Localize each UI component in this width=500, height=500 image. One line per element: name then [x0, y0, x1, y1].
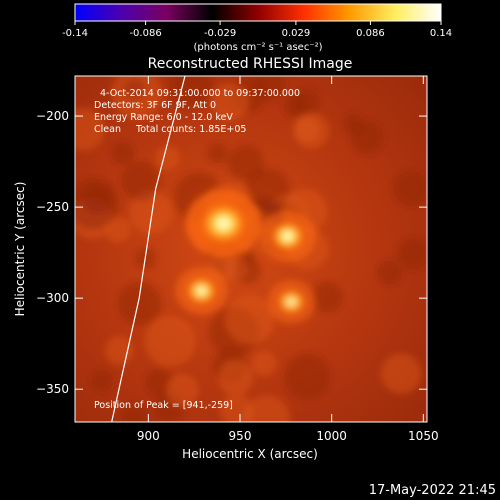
- texture-blob: [128, 190, 173, 234]
- texture-blob: [393, 170, 427, 207]
- solar-limb-curve: [111, 76, 186, 422]
- texture-blob: [91, 369, 114, 392]
- texture-blob: [218, 360, 254, 396]
- texture-blob: [121, 403, 149, 422]
- y-tick-label: −350: [36, 382, 69, 396]
- peak-position-label: Position of Peak = [941,-259]: [94, 400, 233, 411]
- texture-blob: [75, 108, 105, 151]
- plot-frame: [74, 75, 428, 423]
- texture-blob: [211, 83, 249, 121]
- texture-blob: [311, 281, 344, 313]
- x-axis: 900 950 1000 1050: [137, 76, 439, 443]
- colorbar-tick-label: 0.029: [282, 28, 311, 39]
- emission-sources: [175, 189, 317, 324]
- colorbar-gradient: [74, 3, 442, 22]
- x-tick-label: 1050: [408, 429, 439, 443]
- texture-blob: [396, 237, 427, 271]
- x-tick-label: 950: [229, 429, 252, 443]
- texture-blob: [144, 315, 196, 367]
- x-tick-label: 1000: [316, 429, 347, 443]
- texture-blob: [111, 142, 135, 165]
- annotation-energy: Energy Range: 6.0 - 12.0 keV: [94, 112, 233, 123]
- colorbar-tick-label: -0.086: [129, 28, 161, 39]
- y-tick-label: −300: [36, 291, 69, 305]
- y-tick-label: −200: [36, 109, 69, 123]
- texture-blob: [225, 294, 275, 344]
- colorbar-unit-label: (photons cm⁻² s⁻¹ asec⁻²): [193, 42, 322, 53]
- y-axis-label: Heliocentric Y (arcsec): [13, 182, 27, 317]
- colorbar-ticks: -0.14 -0.086 -0.029 0.029 0.086 0.14: [62, 21, 452, 39]
- texture-blob: [381, 353, 422, 394]
- texture-blob: [294, 116, 320, 143]
- texture-blob: [155, 145, 181, 171]
- render-timestamp: 17-May-2022 21:45: [369, 483, 496, 498]
- texture-blob: [169, 76, 214, 108]
- colorbar-tick-label: -0.14: [62, 28, 88, 39]
- texture-blob: [227, 144, 264, 181]
- annotation-counts: Clean Total counts: 1.85E+05: [94, 124, 246, 135]
- texture-blob: [120, 161, 161, 201]
- texture-blob: [207, 142, 229, 164]
- emission-source: [197, 200, 250, 247]
- x-tick-label: 900: [137, 429, 160, 443]
- texture-blob: [124, 78, 145, 100]
- texture-blob: [377, 260, 403, 286]
- annotation-detectors: Detectors: 3F 6F 9F, Att 0: [94, 100, 216, 111]
- texture-blob: [243, 395, 291, 422]
- texture-blob: [145, 368, 173, 396]
- annotation-block: 4-Oct-2014 09:31:00.000 to 09:37:00.000 …: [94, 88, 300, 135]
- emission-source: [268, 219, 307, 254]
- emission-source: [184, 275, 219, 307]
- texture-blob: [350, 121, 384, 155]
- annotation-time: 4-Oct-2014 09:31:00.000 to 09:37:00.000: [100, 88, 300, 99]
- texture-blob: [117, 281, 162, 326]
- texture-blob: [282, 94, 307, 118]
- texture-blob: [104, 336, 134, 365]
- texture-blob: [223, 255, 248, 280]
- chart-title: Reconstructed RHESSI Image: [148, 56, 353, 72]
- y-tick-label: −250: [36, 200, 69, 214]
- colorbar-tick-label: 0.086: [356, 28, 385, 39]
- emission-source: [275, 287, 308, 316]
- texture-blob: [75, 177, 120, 230]
- x-axis-label: Heliocentric X (arcsec): [182, 447, 318, 461]
- texture-blob: [166, 373, 199, 407]
- plot-area: [75, 76, 427, 422]
- y-axis: −200 −250 −300 −350: [36, 109, 427, 396]
- texture-blob: [251, 351, 277, 376]
- colorbar-tick-label: -0.029: [204, 28, 236, 39]
- colorbar: -0.14 -0.086 -0.029 0.029 0.086 0.14 (photons…: [62, 3, 452, 53]
- texture-blob: [284, 353, 331, 401]
- colorbar-tick-label: 0.14: [430, 28, 452, 39]
